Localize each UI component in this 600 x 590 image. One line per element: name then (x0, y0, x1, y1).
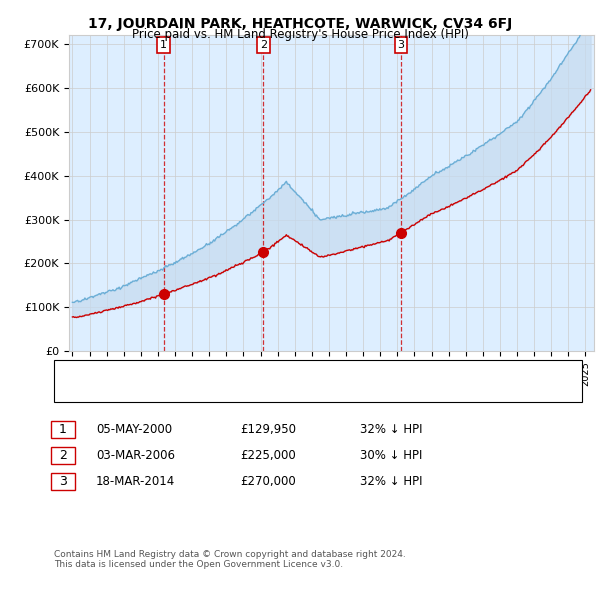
Text: Contains HM Land Registry data © Crown copyright and database right 2024.
This d: Contains HM Land Registry data © Crown c… (54, 550, 406, 569)
Text: 32% ↓ HPI: 32% ↓ HPI (360, 423, 422, 436)
Text: HPI: Average price, detached house, Warwick: HPI: Average price, detached house, Warw… (104, 385, 340, 395)
Text: £270,000: £270,000 (240, 475, 296, 488)
Text: 2: 2 (59, 449, 67, 462)
Text: 03-MAR-2006: 03-MAR-2006 (96, 449, 175, 462)
Text: 3: 3 (59, 475, 67, 488)
Text: 2: 2 (260, 40, 267, 50)
Text: Price paid vs. HM Land Registry's House Price Index (HPI): Price paid vs. HM Land Registry's House … (131, 28, 469, 41)
Text: 1: 1 (59, 423, 67, 436)
Text: £225,000: £225,000 (240, 449, 296, 462)
Text: 3: 3 (397, 40, 404, 50)
Text: 30% ↓ HPI: 30% ↓ HPI (360, 449, 422, 462)
Text: £129,950: £129,950 (240, 423, 296, 436)
Text: 17, JOURDAIN PARK, HEATHCOTE, WARWICK, CV34 6FJ: 17, JOURDAIN PARK, HEATHCOTE, WARWICK, C… (88, 17, 512, 31)
Text: 17, JOURDAIN PARK, HEATHCOTE, WARWICK, CV34 6FJ (detached house): 17, JOURDAIN PARK, HEATHCOTE, WARWICK, C… (104, 368, 481, 378)
Text: 1: 1 (160, 40, 167, 50)
Text: 05-MAY-2000: 05-MAY-2000 (96, 423, 172, 436)
Text: 32% ↓ HPI: 32% ↓ HPI (360, 475, 422, 488)
Text: 18-MAR-2014: 18-MAR-2014 (96, 475, 175, 488)
